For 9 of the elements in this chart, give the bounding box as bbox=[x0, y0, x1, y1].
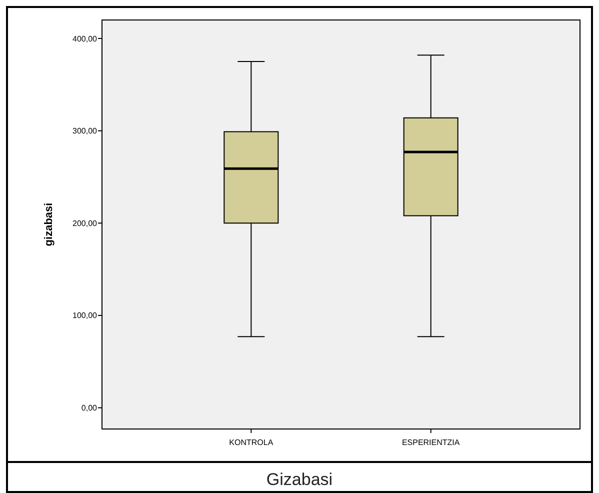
x-tick-label: ESPERIENTZIA bbox=[402, 438, 460, 447]
y-tick-label: 200,00 bbox=[72, 218, 98, 228]
y-tick-label: 0,00 bbox=[81, 404, 98, 413]
x-tick-label: KONTROLA bbox=[229, 438, 274, 447]
y-tick-label: 400,00 bbox=[72, 34, 98, 44]
text: Gizabasi bbox=[266, 470, 333, 489]
y-tick-label: 300,00 bbox=[72, 126, 98, 136]
y-axis-title: gizabasi bbox=[43, 202, 55, 246]
y-tick-label: 100,00 bbox=[72, 311, 98, 320]
